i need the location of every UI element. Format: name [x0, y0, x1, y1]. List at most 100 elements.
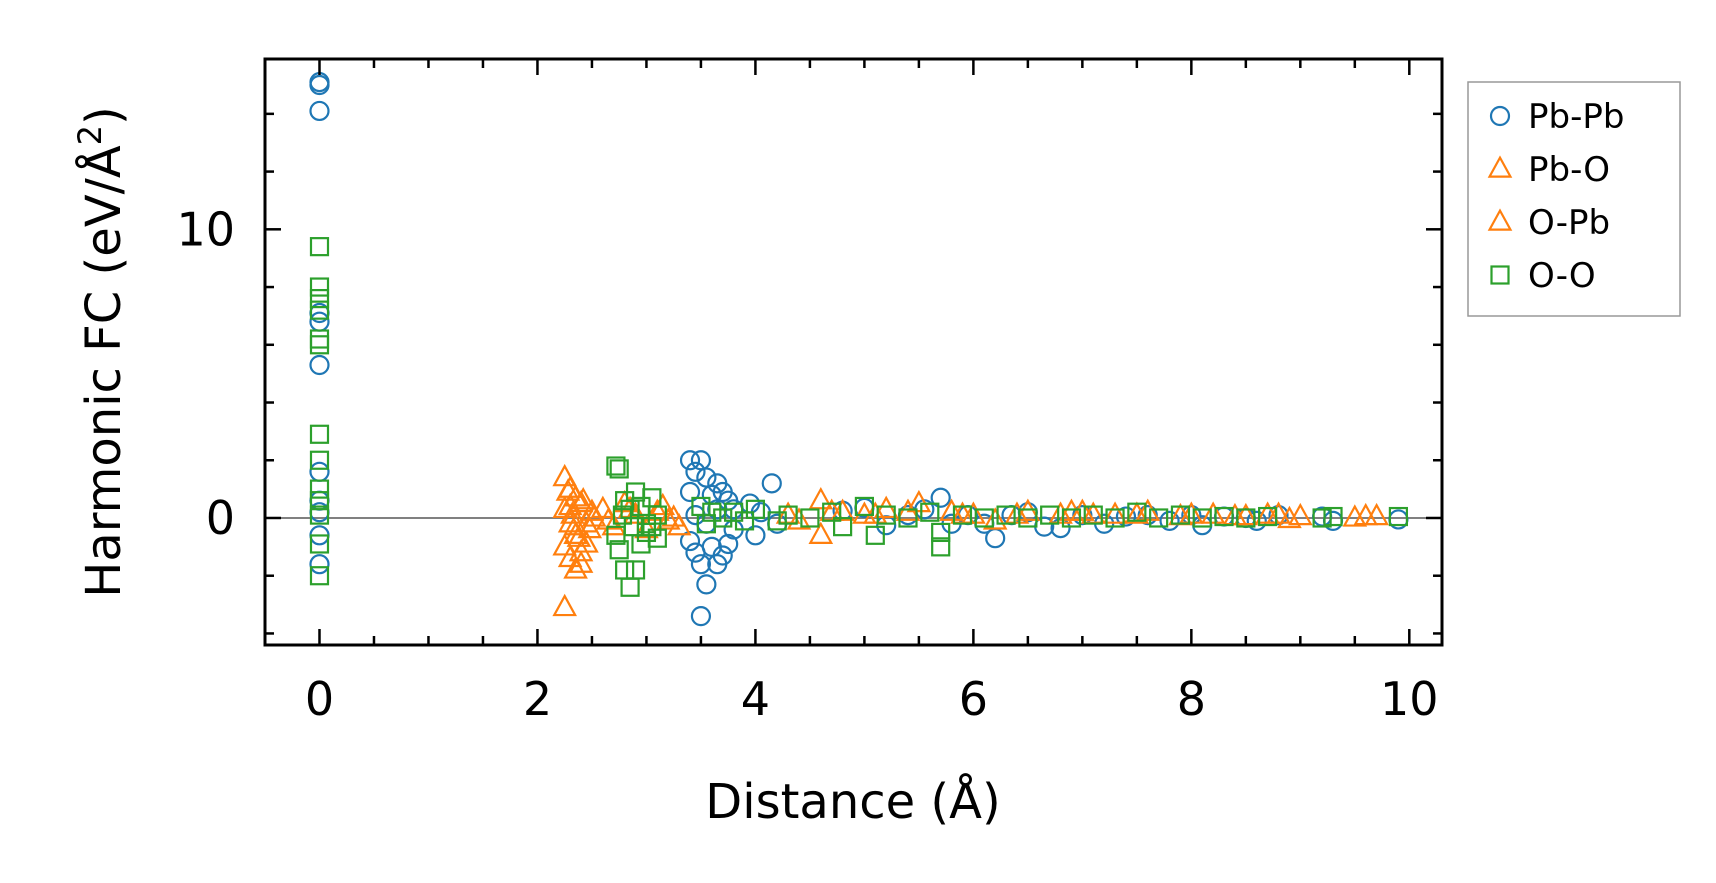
point-pb-o-25: [666, 512, 692, 536]
point-pb-o-8: [563, 556, 588, 579]
point-o-o-67: [1312, 508, 1332, 528]
point-o-o-20: [620, 577, 640, 597]
point-o-o-59: [1105, 508, 1125, 528]
point-o-o-10: [309, 505, 330, 525]
x-axis-label: Distance (Å): [705, 773, 1000, 830]
x-tick-label-10: 10: [1380, 672, 1439, 726]
point-pb-pb-6: [309, 461, 330, 482]
point-o-o-28: [636, 522, 657, 543]
point-pb-pb-25: [690, 606, 712, 627]
point-o-o-42: [800, 508, 820, 528]
axis-ticks: [265, 59, 1442, 645]
point-o-o-32: [623, 517, 643, 537]
point-o-o-47: [876, 505, 896, 525]
point-o-pb-10: [786, 507, 812, 530]
point-o-o-1: [309, 277, 330, 297]
point-o-o-2: [309, 288, 330, 309]
point-o-o-53: [974, 508, 994, 528]
point-pb-o-14: [568, 550, 594, 573]
point-o-o-29: [642, 517, 662, 537]
point-pb-pb-37: [761, 473, 782, 494]
point-pb-pb-14: [679, 481, 701, 503]
point-o-pb-9: [655, 507, 681, 530]
point-pb-pb-48: [985, 528, 1006, 549]
point-o-o-38: [734, 511, 755, 531]
point-pb-pb-11: [679, 450, 701, 471]
point-o-pb-23: [1353, 502, 1379, 526]
point-o-pb-0: [555, 478, 581, 501]
point-pb-pb-44: [930, 487, 951, 508]
y-axis-label-close: ): [76, 106, 132, 125]
legend-label-o-o: O-O: [1528, 256, 1596, 296]
point-o-o-9: [309, 491, 330, 511]
x-tick-label-0: 0: [305, 672, 334, 726]
point-o-pb-5: [581, 504, 607, 527]
point-o-o-39: [745, 499, 766, 519]
point-o-o-48: [898, 508, 918, 528]
x-tick-label-2: 2: [523, 672, 552, 726]
point-o-o-13: [606, 456, 626, 476]
point-o-o-26: [647, 505, 667, 525]
point-o-o-49: [920, 502, 940, 522]
point-o-o-57: [1061, 508, 1082, 528]
point-o-pb-8: [645, 498, 670, 521]
point-o-pb-3: [570, 486, 596, 510]
legend-marker-o-o: [1490, 265, 1510, 285]
point-o-o-11: [309, 534, 330, 554]
point-pb-pb-29: [718, 533, 739, 555]
point-pb-o-39: [1102, 501, 1128, 524]
point-o-o-58: [1083, 505, 1103, 525]
legend-label-o-pb: O-Pb: [1528, 203, 1610, 243]
y-tick-label-0: 0: [206, 491, 235, 545]
point-pb-pb-5: [309, 354, 330, 376]
point-o-o-61: [1149, 508, 1169, 528]
point-o-o-45: [854, 496, 874, 517]
y-tick-label-10: 10: [176, 202, 235, 256]
point-o-o-19: [615, 560, 635, 580]
point-pb-o-18: [590, 495, 616, 519]
point-o-o-8: [309, 479, 330, 499]
point-o-o-68: [1323, 506, 1343, 527]
point-o-o-12: [309, 566, 330, 586]
point-o-o-66: [1258, 506, 1278, 527]
legend-label-pb-pb: Pb-Pb: [1528, 97, 1624, 137]
legend-label-pb-o: Pb-O: [1528, 150, 1610, 190]
point-o-o-3: [309, 300, 330, 320]
point-pb-pb-21: [679, 530, 701, 552]
legend: Pb-Pb Pb-O O-Pb O-O: [1467, 81, 1681, 317]
point-o-o-5: [309, 335, 330, 355]
point-o-o-51: [931, 537, 951, 557]
point-o-o-55: [1018, 508, 1038, 528]
point-o-o-41: [778, 505, 798, 525]
point-o-o-43: [822, 502, 842, 522]
point-o-o-50: [931, 522, 951, 543]
point-pb-pb-35: [745, 525, 766, 546]
point-pb-pb-23: [690, 554, 712, 575]
x-tick-label-8: 8: [1177, 672, 1206, 726]
point-o-pb-4: [577, 515, 603, 539]
point-pb-pb-10: [309, 554, 330, 575]
point-o-pb-22: [1288, 502, 1313, 526]
point-o-o-56: [1040, 505, 1060, 525]
point-o-o-60: [1127, 502, 1147, 522]
point-pb-o-32: [906, 489, 932, 513]
legend-marker-pb-o: [1487, 155, 1513, 178]
point-pb-o-17: [568, 538, 594, 562]
point-o-o-14: [609, 459, 629, 479]
point-pb-pb-62: [1246, 510, 1267, 531]
point-o-o-64: [1214, 506, 1234, 527]
point-o-o-44: [833, 517, 853, 537]
point-pb-pb-63: [1268, 504, 1289, 526]
point-pb-o-42: [1200, 501, 1226, 524]
point-o-o-63: [1192, 508, 1212, 528]
point-o-pb-1: [560, 501, 585, 524]
point-pb-pb-2: [309, 100, 330, 122]
point-pb-o-7: [557, 544, 583, 568]
point-o-o-52: [952, 505, 973, 525]
point-pb-o-47: [1364, 502, 1389, 526]
point-o-pb-15: [1004, 501, 1030, 524]
point-pb-o-9: [552, 593, 578, 617]
point-pb-pb-28: [712, 545, 733, 566]
axis-tick-labels: 0 2 4 6 8 10 0 10: [176, 202, 1438, 726]
